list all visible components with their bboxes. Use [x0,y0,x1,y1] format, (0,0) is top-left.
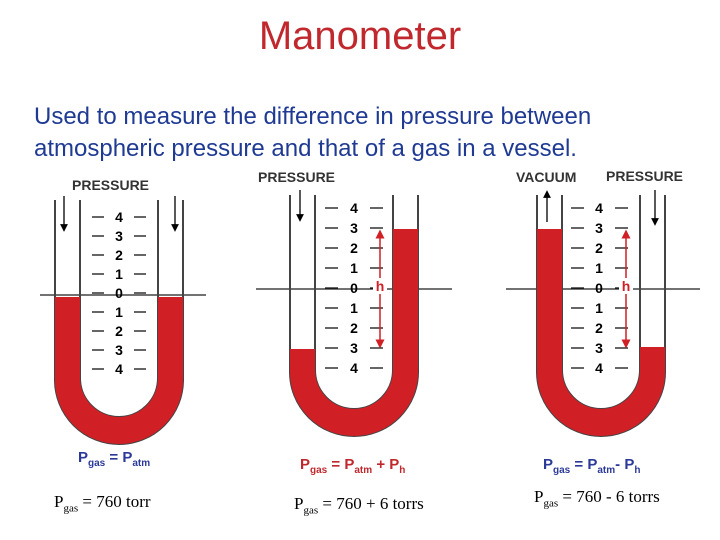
result-2: Pgas = 760 + 6 torrs [294,494,424,517]
description-line-1: Used to measure the difference in pressu… [34,103,592,130]
formula-2: Pgas = Patm + Ph [300,456,406,476]
scale-label: 1 [595,260,603,276]
scale-label: 1 [350,300,358,316]
h-label: h [376,278,385,294]
scale-label: 2 [595,320,603,336]
h-label: h [622,278,631,294]
scale-label: 1 [350,260,358,276]
top-label-pressure: PRESSURE [258,169,335,185]
scale-label: 4 [350,200,358,216]
scale-label: 1 [115,304,123,320]
result-1: Pgas = 760 torr [54,492,151,515]
formula-3: Pgas = Patm- Ph [543,456,641,476]
scale-label: 4 [350,360,358,376]
scale: 4 3 2 1 0 1 2 3 4 [595,200,603,376]
scale-ticks [92,216,146,370]
manometer-3: VACUUM PRESSURE 4 3 2 1 0 1 2 3 4 [506,168,700,437]
scale-label: 4 [595,360,603,376]
scale-label: 0 [115,285,123,301]
scale-label: 3 [115,228,123,244]
scale-label: 1 [595,300,603,316]
scale-label: 0 [595,280,603,296]
result-3: Pgas = 760 - 6 torrs [534,487,660,510]
scale-label: 2 [115,247,123,263]
manometer-2: PRESSURE 4 3 2 1 0 1 2 3 4 [256,169,452,437]
scale-label: 2 [350,240,358,256]
top-label-vacuum: VACUUM [516,169,576,185]
scale-label: 4 [595,200,603,216]
page-title: Manometer [258,14,462,58]
scale-label: 3 [595,220,603,236]
manometer-1: PRESSURE 4 3 2 1 0 1 2 3 4 [40,177,206,445]
liquid [55,297,183,444]
scale-label: 3 [595,340,603,356]
description: Used to measure the difference in pressu… [34,101,714,165]
scale: 4 3 2 1 0 1 2 3 4 [350,200,358,376]
scale-label: 4 [115,361,123,377]
scale-label: 2 [350,320,358,336]
scale-label: 2 [115,323,123,339]
top-label-pressure: PRESSURE [606,168,683,184]
scale: 4 3 2 1 0 1 2 3 4 [115,209,123,377]
liquid [290,229,418,436]
formula-1: Pgas = Patm [78,449,151,469]
scale-label: 3 [115,342,123,358]
scale-label: 1 [115,266,123,282]
scale-label: 2 [595,240,603,256]
scale-label: 3 [350,220,358,236]
top-label-pressure: PRESSURE [72,177,149,193]
scale-label: 3 [350,340,358,356]
liquid [537,229,665,436]
scale-label: 0 [350,280,358,296]
description-line-2: atmospheric pressure and that of a gas i… [34,135,577,162]
scale-label: 4 [115,209,123,225]
